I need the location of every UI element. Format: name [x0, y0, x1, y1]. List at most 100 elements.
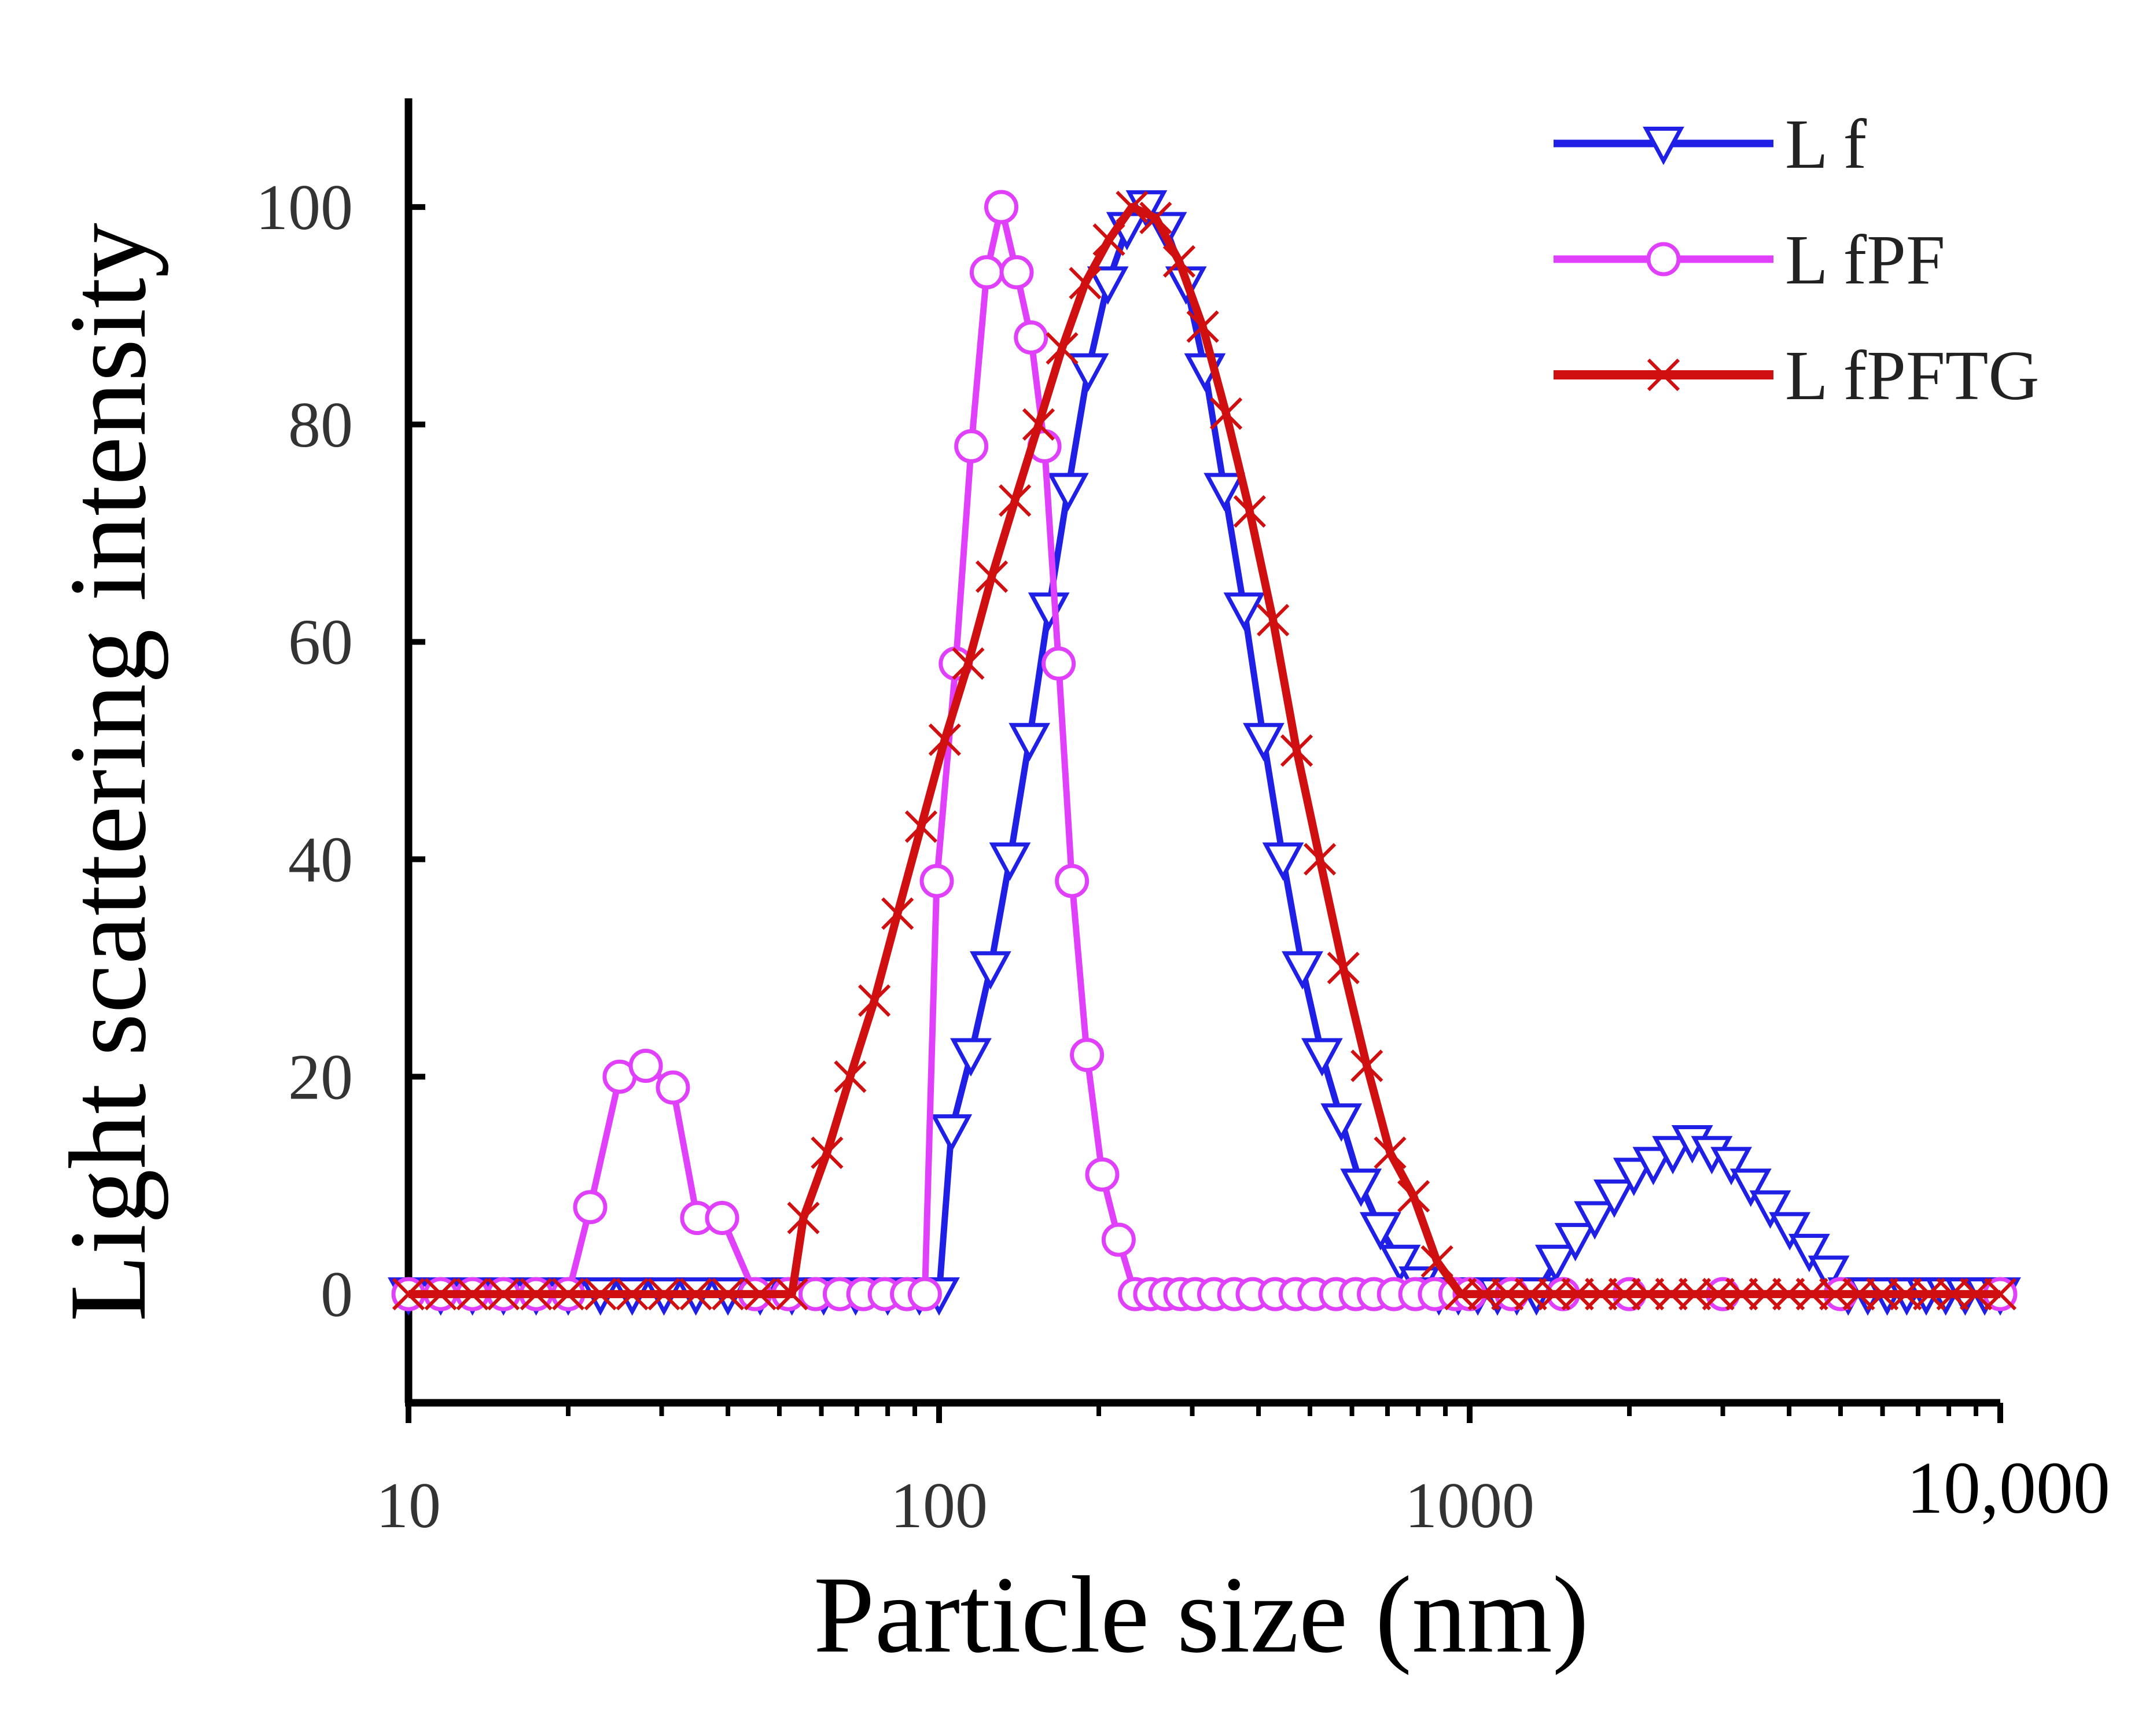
lfpftg-point: [1092, 223, 1125, 256]
lfpftg-point: [679, 1277, 712, 1311]
lfpftg-point: [1959, 1277, 1993, 1311]
series-lf: [388, 190, 2021, 1316]
lf-point: [1729, 1169, 1772, 1207]
lfpftg-point: [1936, 1277, 1969, 1311]
ticks: [406, 204, 2003, 1423]
lfpftg-point: [787, 1201, 820, 1234]
y-tick-label: 100: [256, 172, 353, 244]
lfpftg-point: [1819, 1277, 1852, 1311]
lfpftg-point: [1444, 1277, 1477, 1311]
lfpftg-point: [1467, 1277, 1500, 1311]
lfpftg-point: [1514, 1277, 1547, 1311]
legend: L f L fPF L fPFTG: [1554, 105, 2039, 415]
lfpftg-point: [975, 560, 1009, 593]
lfpftg-point: [1702, 1277, 1735, 1311]
lfpftg-point: [744, 1277, 776, 1311]
lf-point: [1243, 723, 1285, 762]
lfpftg-point: [1280, 734, 1313, 767]
lfpf-point: [984, 190, 1019, 224]
lfpftg-point: [1046, 332, 1079, 365]
lfpftg-point: [520, 1277, 553, 1311]
lfpftg-point: [1350, 1049, 1383, 1082]
lf-point: [1574, 1201, 1616, 1240]
lf-point: [1320, 1103, 1363, 1142]
lf-point: [1769, 1212, 1811, 1251]
lfpftg-point: [1647, 358, 1680, 392]
x-axis-title: Particle size (nm): [814, 1554, 1589, 1676]
lfpf-point: [999, 255, 1034, 290]
lfpf-point: [705, 1201, 739, 1236]
lfpf-point: [1014, 320, 1048, 355]
lfpftg-point: [1725, 1277, 1758, 1311]
lf-point: [1204, 473, 1246, 511]
legend-item-lfpf: L fPF: [1554, 221, 1945, 299]
lfpf-point: [1646, 242, 1681, 277]
lfpftg-point: [487, 1277, 520, 1311]
lfpftg-point: [1561, 1277, 1594, 1311]
lfpf-point: [656, 1070, 690, 1105]
lfpftg-point: [711, 1277, 745, 1311]
y-tick-label: 20: [288, 1041, 353, 1113]
x-tick-label: 10,000: [1907, 1447, 2110, 1529]
lf-point: [1028, 592, 1070, 631]
lf-point: [1262, 842, 1304, 881]
lfpftg-point: [1585, 1277, 1618, 1311]
lfpftg-point: [424, 1277, 457, 1311]
legend-label: L fPF: [1785, 221, 1945, 299]
lf-point: [1749, 1190, 1791, 1229]
lfpftg-point: [1303, 843, 1337, 876]
lfpftg-point: [928, 723, 961, 756]
lfpftg-point: [952, 647, 985, 680]
lfpf-point: [1055, 864, 1090, 898]
lf-point: [1282, 951, 1323, 990]
lf-point: [1554, 1223, 1596, 1262]
lfpf-point: [1101, 1222, 1136, 1257]
lfpftg-point: [834, 1060, 867, 1093]
lf-point: [1223, 592, 1265, 631]
lf-point: [1009, 723, 1051, 762]
lfpf-point: [573, 1190, 608, 1225]
lfpftg-point: [1162, 245, 1196, 278]
lfpftg-point: [1069, 267, 1102, 300]
lfpftg-point: [857, 984, 891, 1017]
lf-point: [1652, 1136, 1694, 1175]
lfpftg-point: [1420, 1245, 1453, 1278]
lfpftg-point: [1749, 1277, 1782, 1311]
lf-point: [1087, 266, 1129, 305]
lf-point: [1340, 1169, 1382, 1207]
lf-point: [1643, 127, 1684, 165]
lf-point: [1534, 1244, 1577, 1284]
lfpftg-point: [1257, 603, 1290, 637]
lfpftg-point: [1397, 1180, 1430, 1213]
legend-label: L f: [1785, 105, 1867, 183]
lfpf-point: [919, 864, 954, 898]
lf-point: [1067, 353, 1109, 392]
lfpftg-point: [1608, 1277, 1641, 1311]
y-tick-label: 40: [288, 824, 353, 895]
lfpftg-point: [1491, 1277, 1524, 1311]
x-tick-label: 1000: [1405, 1470, 1534, 1542]
lfpftg-point: [904, 810, 938, 843]
lfpftg-point: [584, 1277, 617, 1311]
lf-point: [989, 842, 1031, 881]
lfpftg-point: [1866, 1277, 1899, 1311]
lfpftg-point: [1538, 1277, 1571, 1311]
x-tick-label: 10: [376, 1470, 441, 1542]
lfpftg-point: [1139, 201, 1172, 234]
lfpftg-point: [1233, 495, 1266, 528]
lfpftg-point: [1209, 397, 1243, 430]
lf-point: [1632, 1147, 1674, 1185]
legend-item-lf: L f: [1554, 105, 1867, 183]
legend-label: L fPFTG: [1785, 337, 2039, 415]
lfpftg-point: [881, 897, 914, 930]
lfpftg-point: [392, 1277, 425, 1311]
lf-point: [1047, 473, 1089, 511]
legend-item-lfpftg: L fPFTG: [1554, 337, 2039, 415]
lfpftg-point: [647, 1277, 680, 1311]
lfpftg-point: [616, 1277, 649, 1311]
y-tick-label: 60: [288, 607, 353, 679]
lfpftg-point: [1186, 310, 1219, 343]
lfpftg-point: [1772, 1277, 1805, 1311]
lf-point: [1593, 1179, 1635, 1218]
